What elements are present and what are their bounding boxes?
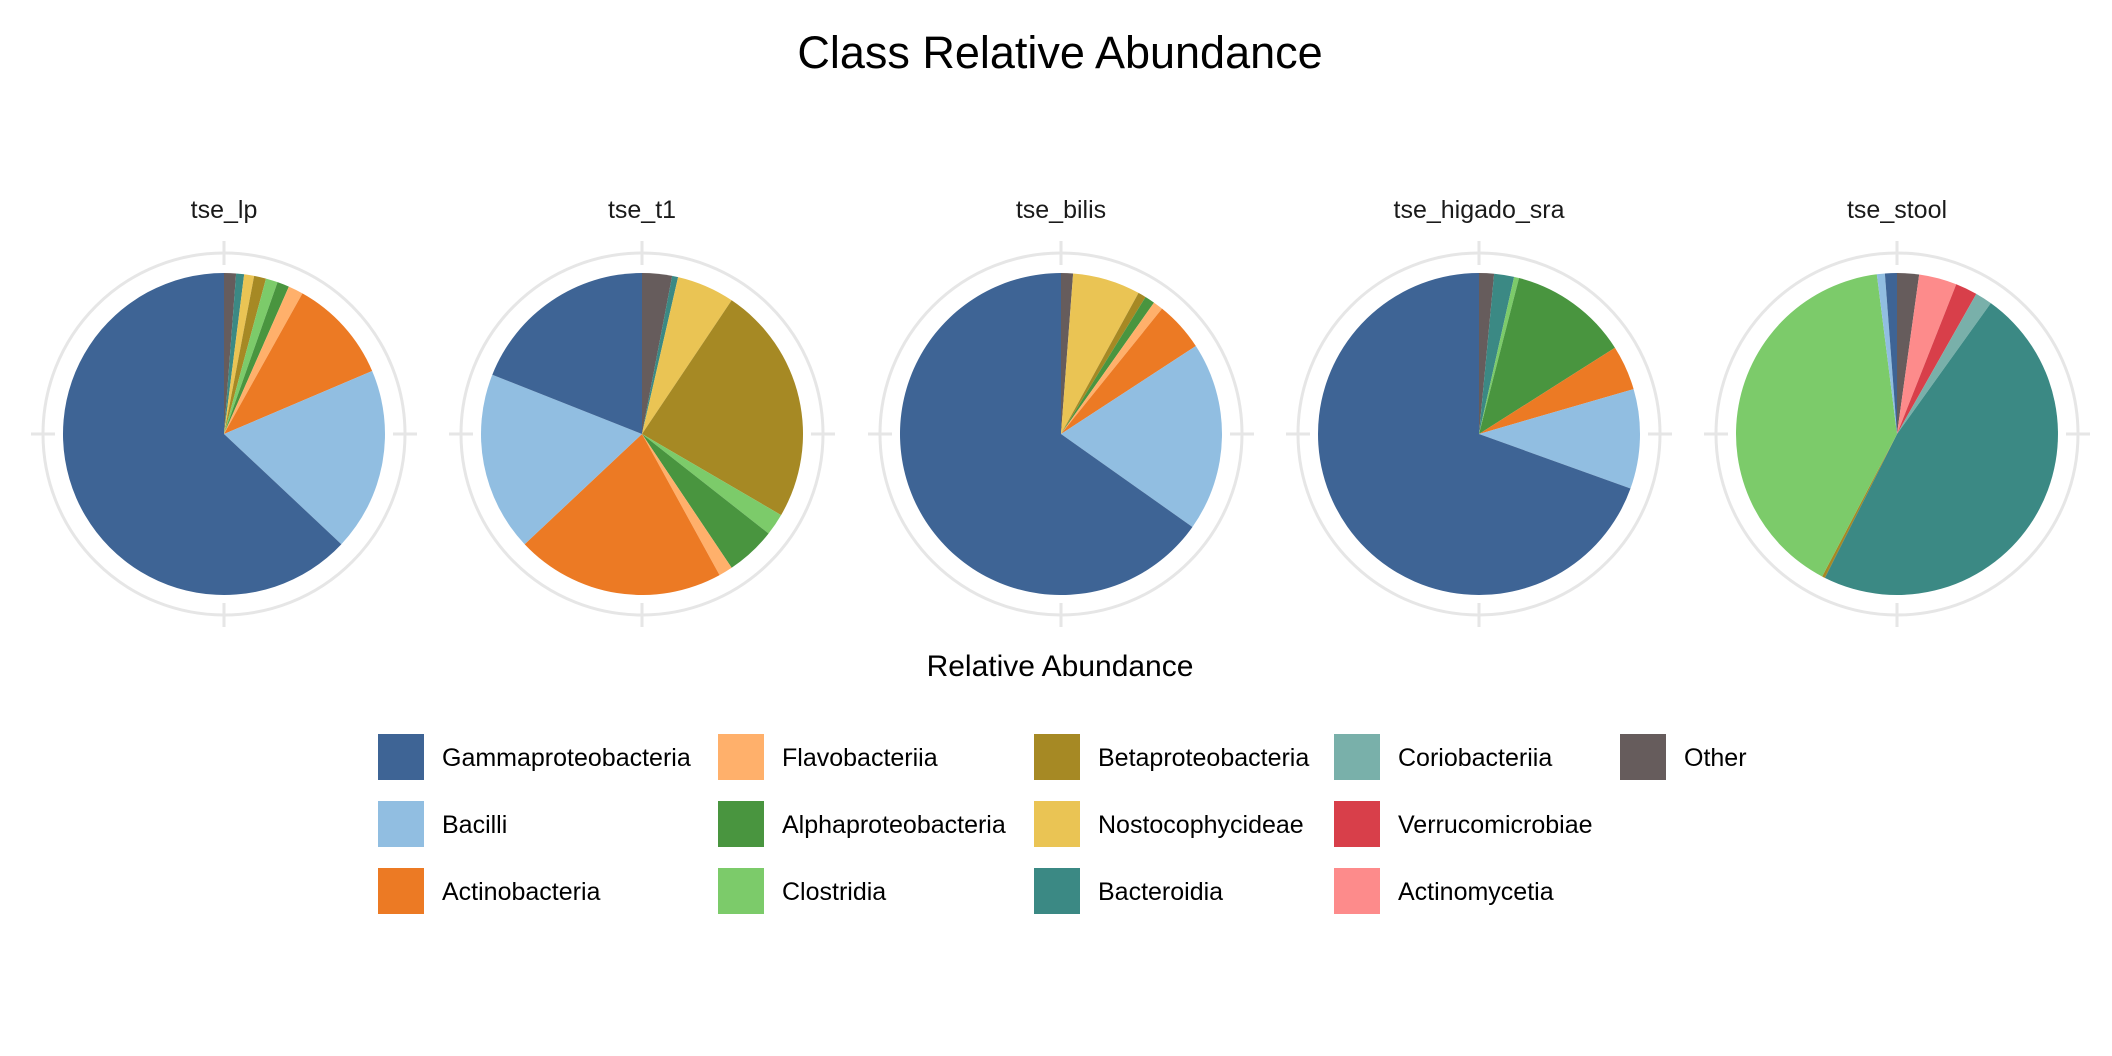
pie-panels: tse_lp tse_t1 tse_bilis tse_higado_sra tse_s… <box>31 196 2090 627</box>
legend-item-bacilli: Bacilli <box>378 801 507 847</box>
pie-slice-alphaproteobacteria <box>1479 278 1615 434</box>
pie-slice-betaproteobacteria <box>1822 434 1897 578</box>
pie-slice-gammaproteobacteria <box>900 273 1193 595</box>
legend-label: Bacteroidia <box>1098 878 1223 906</box>
pie-slice-verrucomicrobiae <box>1897 284 1977 434</box>
pie-slice-gammaproteobacteria <box>62 273 342 595</box>
pie-panel-tse-higado-sra: tse_higado_sra <box>1286 196 1672 627</box>
pie-slice-clostridia <box>1736 274 1897 577</box>
pie-slice-clostridia <box>224 278 278 434</box>
pie-slice-alphaproteobacteria <box>1061 296 1154 434</box>
legend-item-verrucomicrobiae: Verrucomicrobiae <box>1334 801 1593 847</box>
pie-panel-tse-stool: tse_stool <box>1704 196 2090 627</box>
legend-swatch <box>1034 801 1080 847</box>
legend-swatch <box>1620 734 1666 780</box>
legend-item-gammaproteobacteria: Gammaproteobacteria <box>378 734 691 780</box>
legend-item-nostocophycideae: Nostocophycideae <box>1034 801 1304 847</box>
legend: Gammaproteobacteria Bacilli Actinobacteria… <box>378 734 1747 914</box>
pie-slice-actinobacteria <box>1479 347 1634 434</box>
pie-slice-bacilli <box>1479 389 1641 489</box>
legend-label: Coriobacteriia <box>1398 744 1552 772</box>
pie-panel-tse-t1: tse_t1 <box>449 196 835 627</box>
pie-slice-actinobacteria <box>1061 308 1196 434</box>
pie-slice-flavobacteriia <box>1061 302 1163 434</box>
pie-slice-betaproteobacteria <box>1061 292 1146 434</box>
legend-swatch <box>1334 868 1380 914</box>
pie-slice-other <box>642 273 673 434</box>
facet-label: tse_bilis <box>1016 196 1106 224</box>
pie-slice-bacilli <box>1876 273 1897 434</box>
legend-label: Nostocophycideae <box>1098 811 1304 839</box>
legend-swatch <box>1034 868 1080 914</box>
pie-slice-gammaproteobacteria <box>1884 273 1897 434</box>
pie-panel-tse-lp: tse_lp <box>31 196 417 627</box>
pie-slice-alphaproteobacteria <box>224 282 289 434</box>
legend-item-actinomycetia: Actinomycetia <box>1334 868 1554 914</box>
legend-swatch <box>718 868 764 914</box>
pie-slice-bacteroidia <box>224 273 245 434</box>
legend-label: Actinobacteria <box>442 878 601 906</box>
legend-item-bacteroidia: Bacteroidia <box>1034 868 1223 914</box>
legend-item-coriobacteriia: Coriobacteriia <box>1334 734 1552 780</box>
pie-slice-flavobacteriia <box>642 434 732 576</box>
legend-item-alphaproteobacteria: Alphaproteobacteria <box>718 801 1006 847</box>
legend-item-actinobacteria: Actinobacteria <box>378 868 601 914</box>
facet-label: tse_lp <box>191 196 258 224</box>
pie-slice-actinobacteria <box>524 434 720 596</box>
legend-swatch <box>718 734 764 780</box>
pie-slice-alphaproteobacteria <box>642 434 769 568</box>
facet-label: tse_higado_sra <box>1394 196 1565 224</box>
pie-slice-nostocophycideae <box>1061 273 1139 434</box>
pie-slice-betaproteobacteria <box>642 300 803 516</box>
pie-slice-bacilli <box>1061 346 1222 527</box>
pie-slice-other <box>1479 273 1495 434</box>
pie-slice-bacteroidia <box>1824 303 2058 595</box>
legend-label: Bacilli <box>442 811 507 839</box>
legend-swatch <box>1334 734 1380 780</box>
legend-item-betaproteobacteria: Betaproteobacteria <box>1034 734 1309 780</box>
pie-slice-gammaproteobacteria <box>1317 273 1631 595</box>
pie-slice-clostridia <box>642 434 782 534</box>
pie-slice-actinobacteria <box>224 293 373 434</box>
legend-swatch <box>718 801 764 847</box>
pie-slice-bacilli <box>224 370 385 545</box>
legend-swatch <box>378 734 424 780</box>
legend-label: Clostridia <box>782 878 886 906</box>
pie-slice-nostocophycideae <box>224 274 255 434</box>
pie-slice-nostocophycideae <box>642 277 732 434</box>
pie-slice-bacteroidia <box>642 275 679 434</box>
pie-slice-gammaproteobacteria <box>492 273 642 434</box>
pie-slice-other <box>224 273 237 434</box>
pie-slice-coriobacteriia <box>1897 293 1991 434</box>
pie-slice-other <box>1061 273 1074 434</box>
legend-label: Gammaproteobacteria <box>442 744 691 772</box>
legend-label: Other <box>1684 744 1747 772</box>
legend-label: Flavobacteriia <box>782 744 938 772</box>
legend-label: Betaproteobacteria <box>1098 744 1309 772</box>
legend-label: Alphaproteobacteria <box>782 811 1006 839</box>
pie-slice-flavobacteriia <box>224 286 303 434</box>
legend-swatch <box>1334 801 1380 847</box>
legend-swatch <box>378 801 424 847</box>
pie-slice-bacilli <box>481 374 642 545</box>
legend-swatch <box>378 868 424 914</box>
chart-title: Class Relative Abundance <box>797 27 1322 78</box>
legend-item-flavobacteriia: Flavobacteriia <box>718 734 938 780</box>
pie-slice-other <box>1897 273 1920 434</box>
pie-slice-bacteroidia <box>1479 273 1515 434</box>
legend-label: Actinomycetia <box>1398 878 1554 906</box>
legend-swatch <box>1034 734 1080 780</box>
legend-item-clostridia: Clostridia <box>718 868 886 914</box>
pie-slice-betaproteobacteria <box>224 275 266 434</box>
pie-panel-tse-bilis: tse_bilis <box>868 196 1254 627</box>
facet-label: tse_stool <box>1847 196 1947 224</box>
pie-slice-actinomycetia <box>1897 274 1957 434</box>
facet-label: tse_t1 <box>608 196 676 224</box>
legend-title: Relative Abundance <box>927 650 1194 683</box>
legend-item-other: Other <box>1620 734 1747 780</box>
legend-label: Verrucomicrobiae <box>1398 811 1593 839</box>
pie-slice-clostridia <box>1479 276 1520 434</box>
